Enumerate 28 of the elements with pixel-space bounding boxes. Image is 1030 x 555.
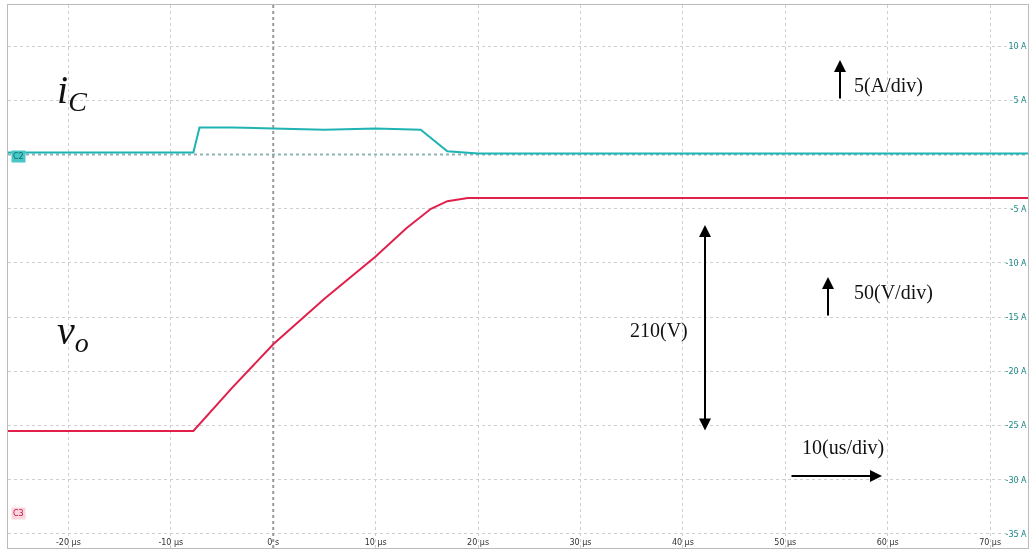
y-tick-label: -20 A [1005, 367, 1028, 377]
annotation: C2 [13, 152, 24, 161]
y-tick-label: -30 A [1005, 475, 1028, 485]
annotation: C3 [13, 509, 24, 518]
annotation: v$_{o}$ [57, 308, 89, 359]
x-tick-label: 30 µs [569, 538, 592, 547]
x-tick-label: -10 µs [158, 538, 184, 547]
y-tick-label: -10 A [1005, 258, 1028, 268]
y-tick-label: -15 A [1005, 312, 1028, 322]
x-tick-label: 20 µs [467, 538, 490, 547]
y-tick-label: -25 A [1005, 421, 1028, 431]
y-tick-label: -5 A [1010, 204, 1028, 214]
x-tick-label: 0 s [267, 538, 280, 547]
y-tick-label: 5 A [1013, 96, 1028, 106]
annotation: 50(V/div) [854, 281, 933, 304]
annotation: i$_{C}$ [57, 67, 88, 118]
annotation: 5(A/div) [854, 74, 923, 97]
x-tick-label: 40 µs [671, 538, 694, 547]
x-tick-label: 60 µs [876, 538, 899, 547]
line-series [8, 196, 1028, 432]
x-tick-label: 50 µs [774, 538, 797, 547]
x-tick-label: 10 µs [364, 538, 387, 547]
annotation: 210(V) [630, 319, 688, 342]
y-tick-label: 10 A [1008, 41, 1028, 51]
x-tick-label: 70 µs [979, 538, 1002, 547]
y-tick-label: -35 A [1005, 529, 1028, 539]
annotation: 10(us/div) [802, 436, 885, 459]
x-tick-label: -20 µs [55, 538, 81, 547]
